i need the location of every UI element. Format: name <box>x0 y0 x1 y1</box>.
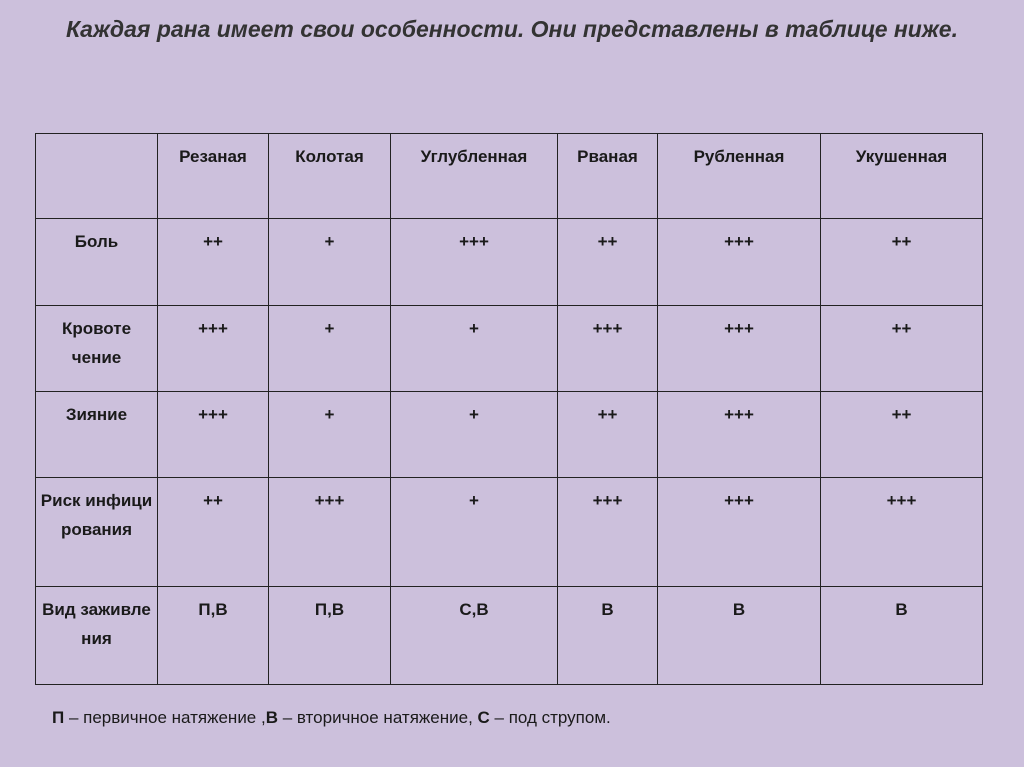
slide-title: Каждая рана имеет свои особенности. Они … <box>66 16 958 42</box>
table-cell: С,В <box>390 586 558 685</box>
column-header <box>35 133 158 219</box>
row-label: Зияние <box>35 391 158 478</box>
row-label: Риск инфици рования <box>35 477 158 587</box>
table-cell: + <box>390 305 558 392</box>
table-cell: + <box>268 305 391 392</box>
column-header: Колотая <box>268 133 391 219</box>
column-header: Углубленная <box>390 133 558 219</box>
table-row: Вид заживле ния П,В П,В С,В В В В <box>35 586 983 685</box>
column-header: Рубленная <box>657 133 821 219</box>
column-header: Резаная <box>157 133 269 219</box>
table-cell: ++ <box>557 218 658 306</box>
table-cell: +++ <box>268 477 391 587</box>
table-cell: ++ <box>157 218 269 306</box>
table-cell: В <box>557 586 658 685</box>
legend-text-v: – вторичное натяжение, <box>278 708 478 727</box>
table-cell: В <box>657 586 821 685</box>
table-cell: +++ <box>557 305 658 392</box>
legend: П – первичное натяжение ,В – вторичное н… <box>52 708 611 728</box>
table-cell: +++ <box>820 477 983 587</box>
table-cell: +++ <box>657 305 821 392</box>
table-cell: ++ <box>820 391 983 478</box>
table-cell: + <box>268 391 391 478</box>
table-cell: ++ <box>557 391 658 478</box>
table-row: Риск инфици рования ++ +++ + +++ +++ +++ <box>35 477 983 587</box>
table-row: Боль ++ + +++ ++ +++ ++ <box>35 218 983 306</box>
table-cell: +++ <box>157 305 269 392</box>
table-cell: ++ <box>820 218 983 306</box>
table-cell: П,В <box>268 586 391 685</box>
table-cell: +++ <box>657 391 821 478</box>
column-header: Рваная <box>557 133 658 219</box>
table-cell: +++ <box>390 218 558 306</box>
legend-text-s: – под струпом. <box>489 708 611 727</box>
legend-key-v: В <box>265 708 278 727</box>
table-cell: +++ <box>557 477 658 587</box>
table-cell: В <box>820 586 983 685</box>
legend-text-p: – первичное натяжение , <box>64 708 266 727</box>
legend-key-p: П <box>52 708 65 727</box>
table-row: Кровоте чение +++ + + +++ +++ ++ <box>35 305 983 392</box>
table-cell: П,В <box>157 586 269 685</box>
table-cell: +++ <box>157 391 269 478</box>
header-row: Резаная Колотая Углубленная Рваная Рубленная… <box>35 133 983 219</box>
table-cell: ++ <box>157 477 269 587</box>
table-cell: ++ <box>820 305 983 392</box>
wound-table: Резаная Колотая Углубленная Рваная Рубленная… <box>35 133 983 685</box>
row-label: Кровоте чение <box>35 305 158 392</box>
table-row: Зияние +++ + + ++ +++ ++ <box>35 391 983 478</box>
row-label: Боль <box>35 218 158 306</box>
row-label: Вид заживле ния <box>35 586 158 685</box>
table-cell: + <box>268 218 391 306</box>
table-cell: +++ <box>657 477 821 587</box>
legend-key-s: С <box>477 708 490 727</box>
table-cell: + <box>390 477 558 587</box>
table-cell: + <box>390 391 558 478</box>
column-header: Укушенная <box>820 133 983 219</box>
table-cell: +++ <box>657 218 821 306</box>
